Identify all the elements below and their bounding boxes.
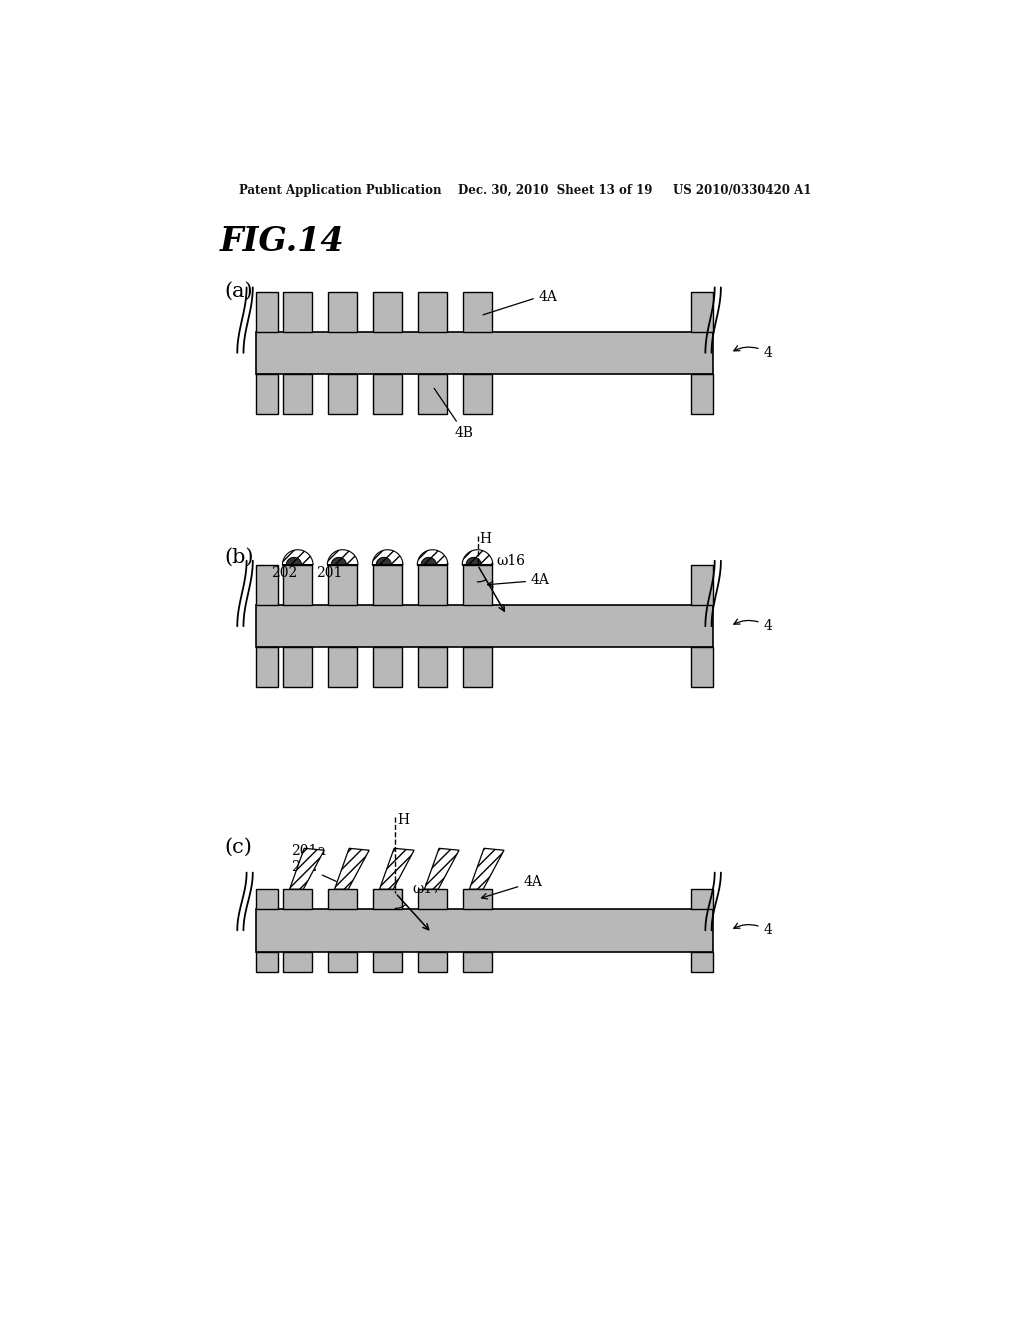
Bar (373, 374, 402, 414)
Text: (c): (c) (225, 838, 253, 857)
Text: 4: 4 (734, 923, 772, 937)
Polygon shape (290, 849, 325, 890)
Text: 4A: 4A (481, 875, 542, 899)
Text: H: H (397, 813, 409, 826)
Bar (256, 331, 713, 374)
Polygon shape (417, 549, 447, 565)
Bar (373, 952, 402, 972)
Text: Patent Application Publication    Dec. 30, 2010  Sheet 13 of 19     US 2010/0330: Patent Application Publication Dec. 30, … (239, 185, 811, 197)
Bar (256, 292, 278, 331)
Bar (283, 292, 312, 331)
Text: (a): (a) (225, 281, 254, 301)
Polygon shape (469, 849, 504, 890)
Bar (691, 292, 713, 331)
Bar (328, 952, 357, 972)
Text: ω17: ω17 (413, 882, 441, 896)
Bar (463, 952, 493, 972)
Bar (691, 374, 713, 414)
Bar (256, 647, 278, 688)
Polygon shape (335, 849, 370, 890)
Polygon shape (376, 557, 391, 565)
Bar (418, 565, 447, 605)
Bar (328, 647, 357, 688)
Polygon shape (328, 549, 358, 565)
Bar (373, 890, 402, 909)
Bar (373, 292, 402, 331)
Bar (373, 647, 402, 688)
Bar (283, 565, 312, 605)
Text: 201a: 201a (291, 845, 326, 858)
Bar (283, 952, 312, 972)
Bar (256, 909, 713, 952)
Bar (418, 292, 447, 331)
Text: 202: 202 (271, 560, 298, 579)
Text: 4: 4 (734, 346, 772, 360)
Bar (256, 374, 278, 414)
Polygon shape (462, 549, 493, 565)
Polygon shape (421, 557, 436, 565)
Text: 201: 201 (316, 554, 345, 579)
Text: 4: 4 (734, 619, 772, 634)
Bar (328, 374, 357, 414)
Bar (691, 647, 713, 688)
Text: 202: 202 (291, 859, 336, 882)
Bar (691, 565, 713, 605)
Text: H: H (479, 532, 492, 546)
Text: (b): (b) (225, 548, 254, 566)
Text: FIG.14: FIG.14 (219, 226, 344, 259)
Polygon shape (425, 849, 459, 890)
Bar (283, 647, 312, 688)
Bar (463, 565, 493, 605)
Polygon shape (287, 557, 301, 565)
Polygon shape (373, 549, 402, 565)
Polygon shape (380, 849, 414, 890)
Bar (691, 890, 713, 909)
Bar (328, 890, 357, 909)
Text: 4A: 4A (483, 290, 558, 314)
Bar (463, 374, 493, 414)
Bar (691, 952, 713, 972)
Bar (418, 374, 447, 414)
Bar (463, 292, 493, 331)
Bar (256, 952, 278, 972)
Text: 4B: 4B (434, 388, 474, 441)
Polygon shape (283, 549, 313, 565)
Bar (328, 292, 357, 331)
Polygon shape (331, 557, 346, 565)
Bar (256, 605, 713, 647)
Bar (463, 890, 493, 909)
Bar (328, 565, 357, 605)
Bar (373, 565, 402, 605)
Bar (283, 374, 312, 414)
Bar (418, 890, 447, 909)
Bar (256, 565, 278, 605)
Polygon shape (466, 557, 481, 565)
Text: ω16: ω16 (496, 554, 525, 568)
Bar (418, 647, 447, 688)
Bar (283, 890, 312, 909)
Bar (463, 647, 493, 688)
Bar (418, 952, 447, 972)
Text: 4A: 4A (487, 573, 550, 587)
Bar (256, 890, 278, 909)
